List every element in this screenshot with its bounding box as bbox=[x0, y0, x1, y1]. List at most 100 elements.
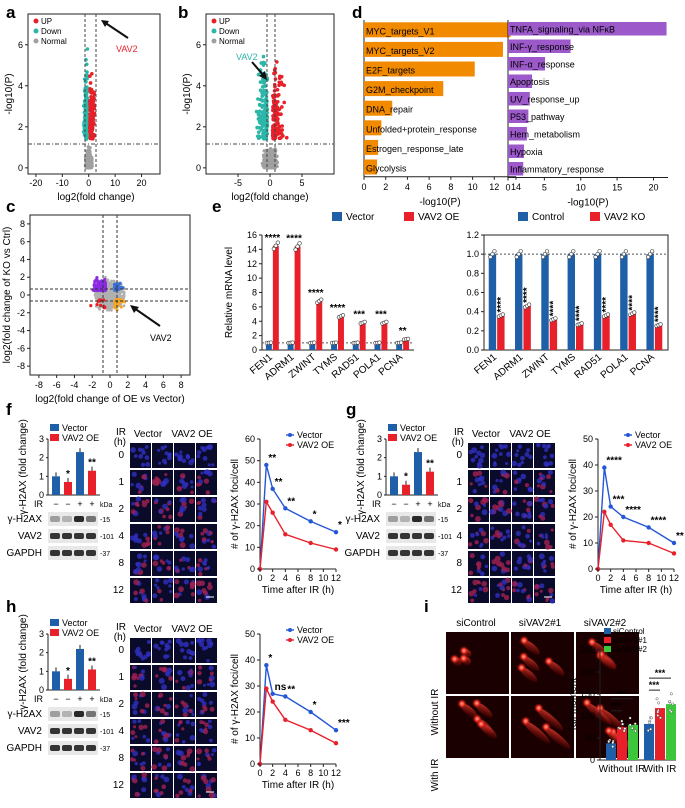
nucleus bbox=[498, 506, 504, 512]
volcano-point-up bbox=[273, 122, 278, 127]
volcano-point-down bbox=[263, 61, 267, 66]
nucleus bbox=[174, 737, 180, 743]
nucleus bbox=[547, 498, 554, 505]
pathway-label: DNA_repair bbox=[366, 105, 413, 115]
ir-sign: − bbox=[65, 694, 70, 704]
nucleus bbox=[468, 542, 473, 547]
nucleus bbox=[495, 478, 499, 483]
nucleus bbox=[151, 530, 158, 536]
y-tick-label: 0 bbox=[196, 163, 201, 173]
enrichment-bar bbox=[508, 74, 532, 88]
volcano-point-normal bbox=[275, 154, 279, 158]
micro-col-header: VAV2 OE bbox=[171, 429, 213, 440]
legend-swatch bbox=[388, 424, 397, 431]
nucleus bbox=[181, 567, 185, 571]
nucleus bbox=[202, 692, 208, 697]
time-label: 0 bbox=[118, 450, 124, 461]
nucleus bbox=[197, 558, 203, 563]
volcano-point-down bbox=[256, 136, 261, 141]
series-point bbox=[333, 547, 339, 552]
nucleus bbox=[550, 564, 555, 569]
bar bbox=[272, 245, 279, 350]
x-axis-label: log2(fold change) bbox=[57, 192, 134, 203]
scatter-points bbox=[89, 275, 127, 312]
kda-marker: -15 bbox=[438, 517, 448, 524]
x-tick-label: 6 bbox=[427, 182, 432, 192]
nucleus bbox=[154, 498, 159, 503]
data-point bbox=[290, 340, 295, 345]
volcano-point-normal bbox=[86, 152, 90, 156]
panel-label-b: b bbox=[178, 3, 188, 22]
kda-marker: -101 bbox=[100, 729, 114, 736]
bar bbox=[316, 301, 323, 350]
nucleus bbox=[169, 589, 173, 594]
nucleus bbox=[130, 447, 136, 453]
volcano-point-normal bbox=[263, 159, 267, 163]
nucleus bbox=[152, 593, 158, 599]
nucleus bbox=[503, 594, 510, 601]
nucleus bbox=[533, 583, 540, 590]
volcano-point-up bbox=[271, 114, 275, 118]
nucleus bbox=[209, 681, 216, 688]
nucleus bbox=[200, 445, 204, 450]
nucleus bbox=[201, 587, 207, 593]
kda-marker: -37 bbox=[100, 551, 110, 558]
volcano-point-up bbox=[271, 125, 275, 130]
blot-row-label: γ-H2AX bbox=[8, 514, 43, 525]
volcano-point-up bbox=[89, 91, 94, 95]
nucleus bbox=[185, 455, 191, 460]
nucleus bbox=[480, 445, 484, 450]
nucleus bbox=[529, 539, 533, 543]
data-point bbox=[518, 249, 523, 254]
pathway-label: Estrogen_response_late bbox=[366, 144, 464, 154]
legend-label: VAV2 OE bbox=[62, 433, 99, 443]
nucleus bbox=[549, 598, 556, 604]
nucleus bbox=[181, 483, 188, 490]
data-point bbox=[377, 340, 382, 345]
category-label: PCNA bbox=[628, 352, 657, 378]
panel-label-d: d bbox=[352, 3, 362, 22]
nucleus bbox=[479, 452, 486, 458]
nucleus bbox=[135, 567, 141, 573]
time-label: 12 bbox=[113, 585, 125, 596]
bar bbox=[414, 452, 422, 495]
scatter-point-grey bbox=[107, 294, 110, 298]
legend-label: Vector bbox=[346, 212, 375, 223]
nucleus bbox=[479, 544, 483, 548]
scatter-point-grey bbox=[95, 292, 99, 295]
micro-col-header: Vector bbox=[134, 429, 163, 440]
volcano-point-down bbox=[263, 88, 268, 93]
nucleus bbox=[207, 463, 211, 467]
nucleus bbox=[167, 639, 172, 644]
nucleus bbox=[547, 469, 553, 475]
blot-band bbox=[50, 728, 60, 734]
legend-swatch bbox=[50, 424, 59, 431]
volcano-point-down bbox=[262, 80, 267, 85]
category-label: ADRM1 bbox=[491, 352, 525, 383]
nucleus bbox=[131, 501, 135, 506]
legend-dot bbox=[626, 433, 630, 437]
x-tick-label: 4 bbox=[143, 380, 148, 390]
scatter-point-blue bbox=[117, 282, 121, 287]
nucleus bbox=[203, 469, 209, 475]
nucleus bbox=[190, 490, 194, 495]
nucleus bbox=[537, 498, 542, 503]
nucleus bbox=[133, 533, 139, 538]
y-tick-label: 50 bbox=[583, 434, 593, 444]
pathway-label: Hypoxia bbox=[510, 147, 543, 157]
time-label: 2 bbox=[118, 699, 124, 710]
nucleus bbox=[522, 499, 527, 503]
nucleus bbox=[474, 540, 479, 545]
legend-label: Vector bbox=[297, 430, 323, 440]
nucleus bbox=[133, 597, 138, 601]
nucleus bbox=[130, 509, 136, 515]
y-axis-label: # of γ-H2AX foci/cell bbox=[230, 459, 241, 549]
blot-band bbox=[412, 533, 422, 539]
x-tick-label: 6 bbox=[295, 573, 300, 583]
nucleus bbox=[493, 461, 497, 465]
blot-band bbox=[62, 711, 72, 717]
y-tick-label: 20 bbox=[583, 512, 593, 522]
x-tick-label: -8 bbox=[35, 380, 43, 390]
time-label: 8 bbox=[456, 558, 462, 569]
x-tick-label: 0 bbox=[86, 178, 91, 188]
